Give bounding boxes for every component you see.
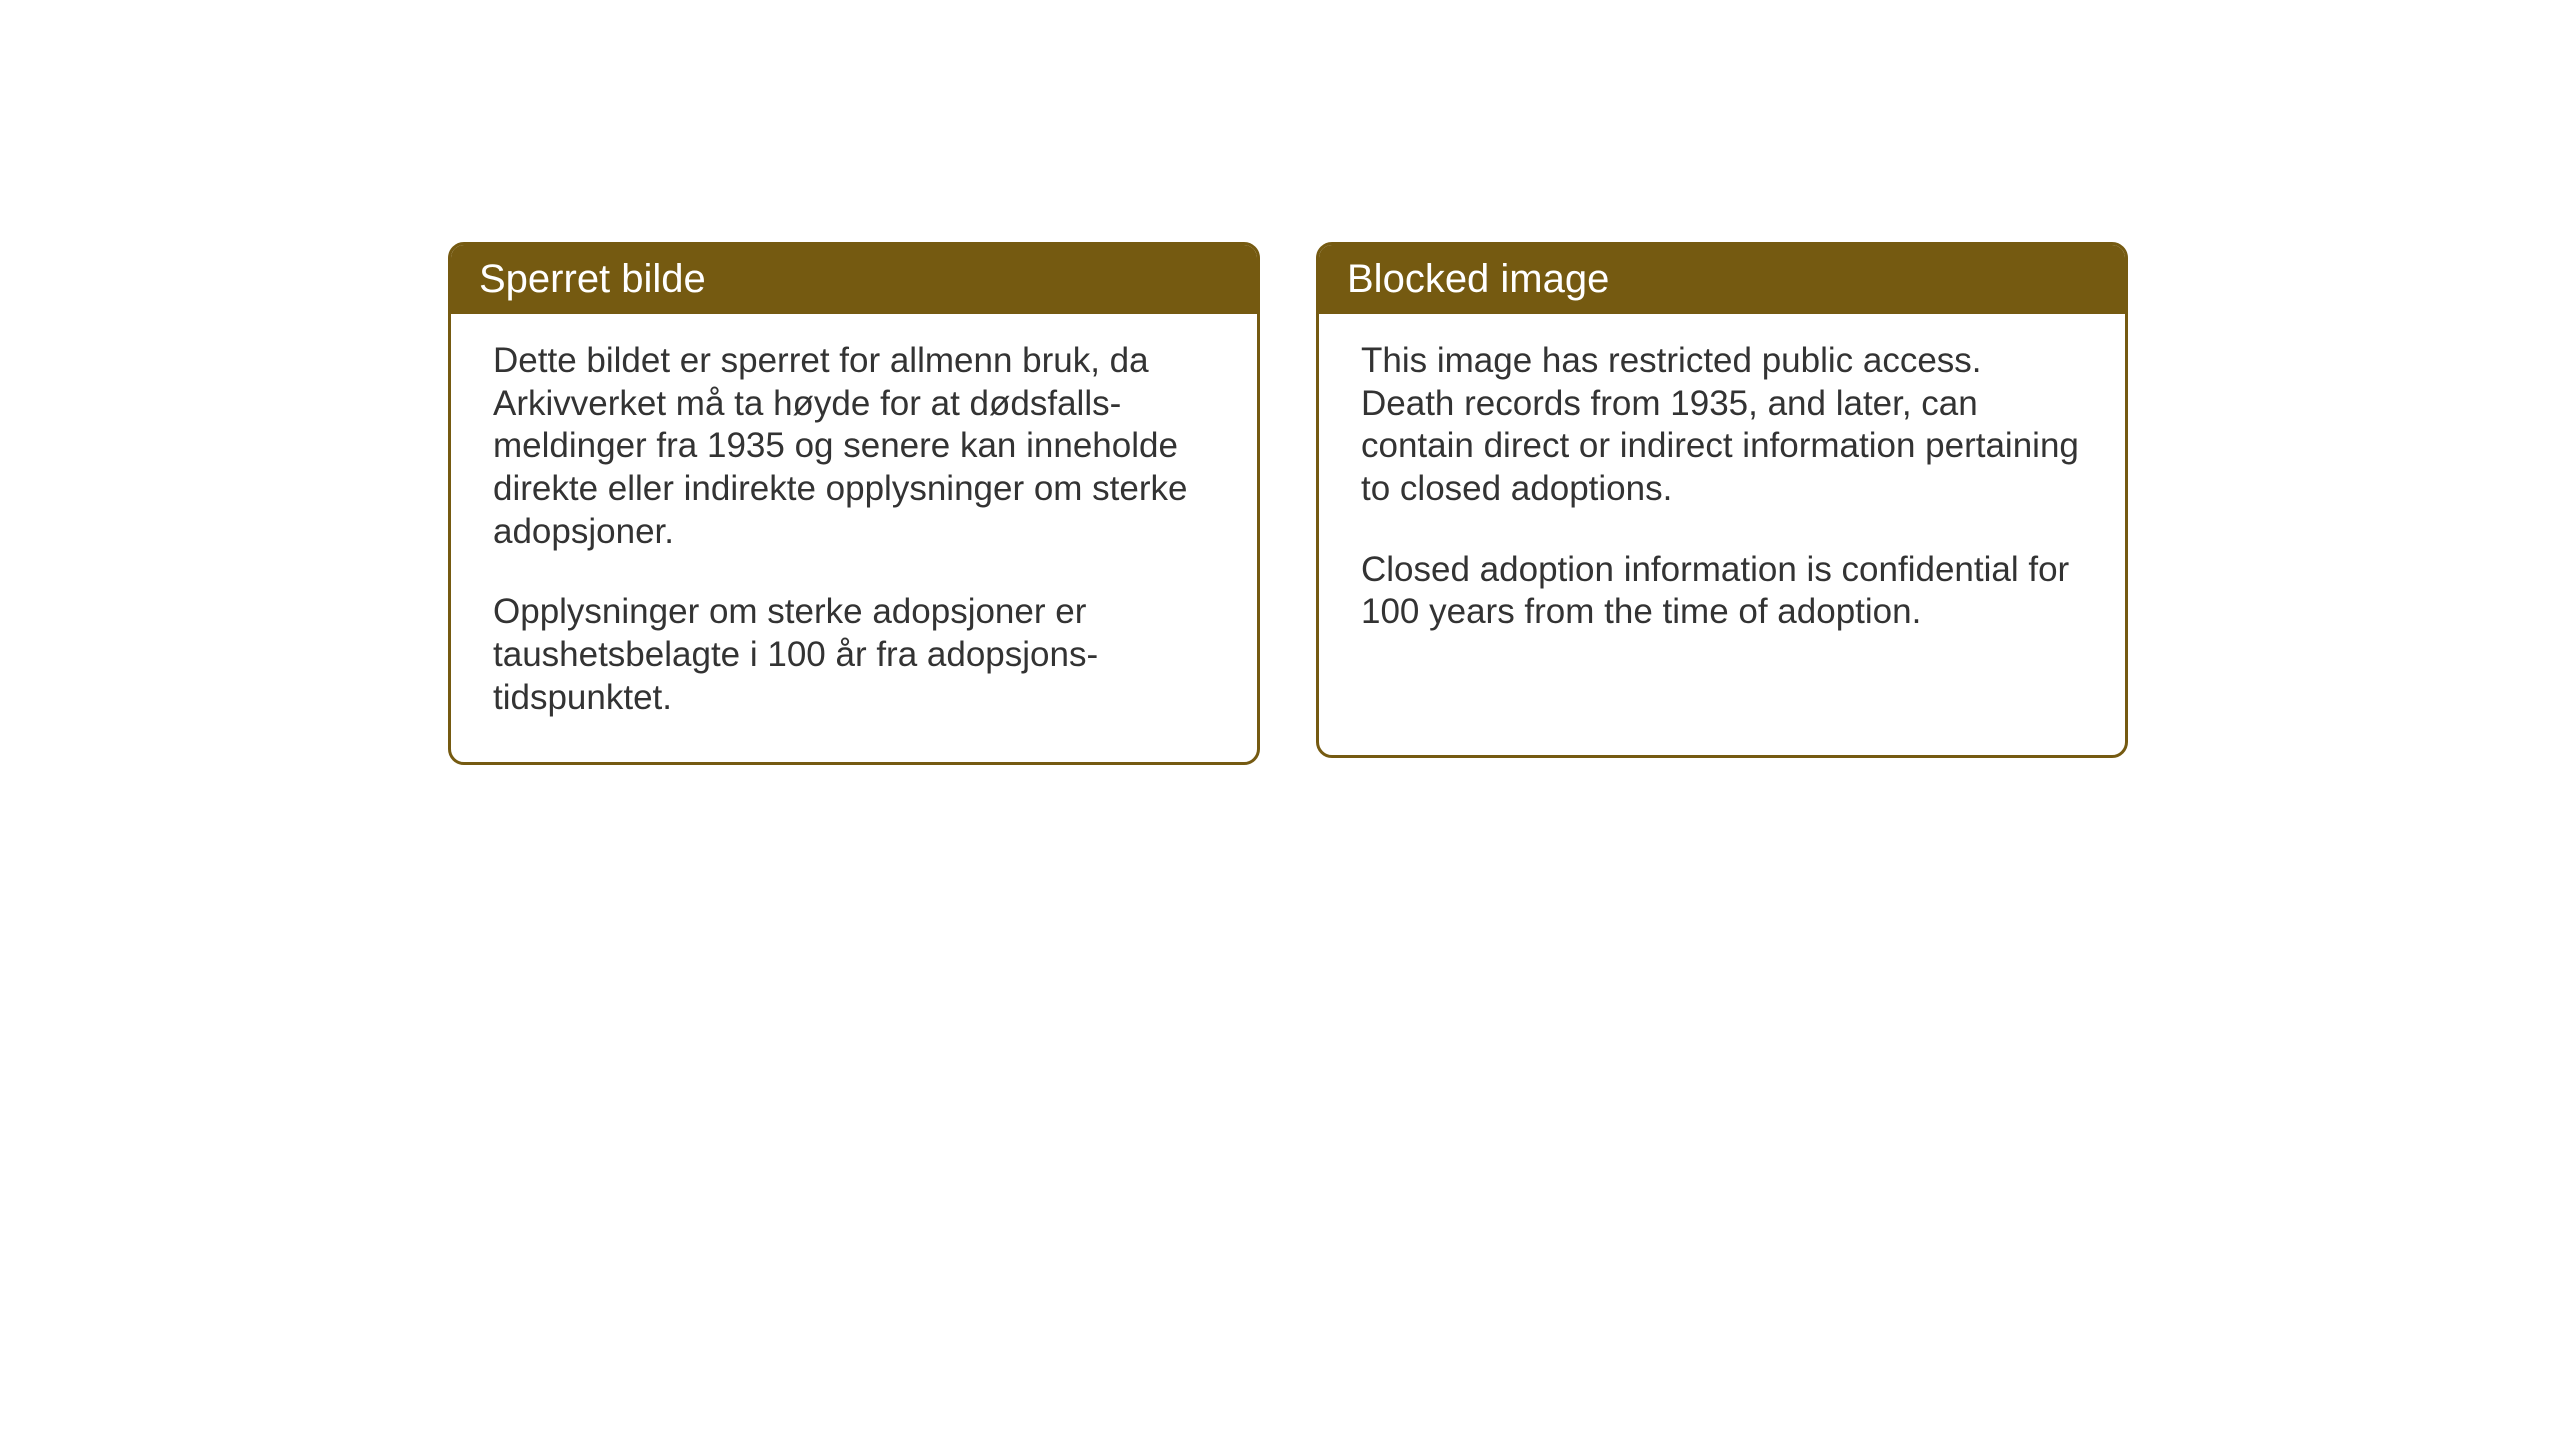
notice-box-english: Blocked image This image has restricted … — [1316, 242, 2128, 758]
notice-header-english: Blocked image — [1319, 245, 2125, 314]
notice-box-norwegian: Sperret bilde Dette bildet er sperret fo… — [448, 242, 1260, 765]
notice-title-english: Blocked image — [1347, 257, 1609, 301]
notice-body-norwegian: Dette bildet er sperret for allmenn bruk… — [451, 314, 1257, 762]
notice-paragraph-1-norwegian: Dette bildet er sperret for allmenn bruk… — [493, 340, 1215, 553]
notice-container: Sperret bilde Dette bildet er sperret fo… — [448, 242, 2128, 765]
notice-paragraph-2-norwegian: Opplysninger om sterke adopsjoner er tau… — [493, 591, 1215, 719]
notice-paragraph-1-english: This image has restricted public access.… — [1361, 340, 2083, 511]
notice-header-norwegian: Sperret bilde — [451, 245, 1257, 314]
notice-title-norwegian: Sperret bilde — [479, 257, 706, 301]
notice-body-english: This image has restricted public access.… — [1319, 314, 2125, 676]
notice-paragraph-2-english: Closed adoption information is confident… — [1361, 549, 2083, 634]
